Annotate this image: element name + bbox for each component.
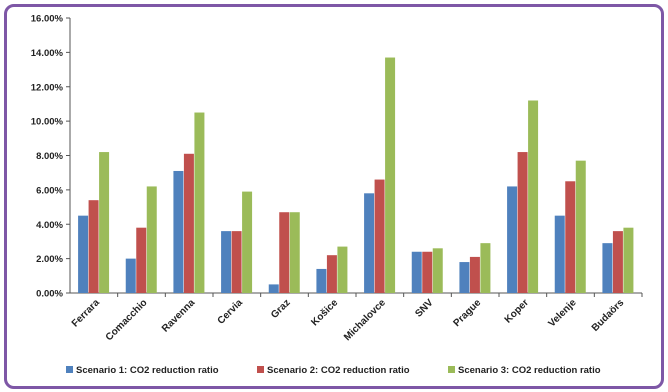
bar bbox=[565, 181, 576, 293]
y-tick-label: 8.00% bbox=[36, 151, 63, 162]
bar bbox=[289, 212, 300, 293]
legend-label: Scenario 2: CO2 reduction ratio bbox=[267, 365, 410, 376]
bar bbox=[507, 186, 518, 293]
bar bbox=[364, 193, 375, 293]
bar bbox=[268, 284, 279, 293]
y-tick-label: 16.00% bbox=[31, 14, 64, 25]
bar bbox=[623, 227, 634, 293]
legend-swatch bbox=[66, 366, 73, 373]
bar bbox=[528, 100, 539, 293]
bar bbox=[194, 112, 205, 293]
y-tick-label: 12.00% bbox=[31, 82, 64, 93]
chart-frame bbox=[4, 4, 664, 389]
x-tick-label: Cervia bbox=[216, 297, 246, 327]
x-tick-label: Košice bbox=[309, 297, 340, 328]
y-tick-label: 10.00% bbox=[31, 117, 64, 128]
bar bbox=[231, 231, 242, 293]
legend-swatch bbox=[448, 366, 455, 373]
bar bbox=[326, 255, 337, 293]
bar bbox=[146, 186, 157, 293]
bar bbox=[432, 248, 443, 293]
y-tick-label: 2.00% bbox=[36, 254, 63, 265]
x-tick-label: Ferrara bbox=[70, 297, 102, 329]
legend-label: Scenario 3: CO2 reduction ratio bbox=[458, 365, 601, 376]
bar bbox=[374, 179, 385, 293]
legend-label: Scenario 1: CO2 reduction ratio bbox=[76, 365, 219, 376]
y-tick-label: 6.00% bbox=[36, 185, 63, 196]
x-tick-label: Koper bbox=[503, 297, 531, 325]
y-tick-label: 4.00% bbox=[36, 220, 63, 231]
bar bbox=[517, 152, 528, 293]
bar bbox=[183, 153, 194, 293]
x-tick-label: Ravenna bbox=[160, 297, 198, 335]
x-tick-label: Michalovce bbox=[342, 297, 388, 343]
bar bbox=[422, 251, 433, 293]
bar bbox=[279, 212, 290, 293]
bar bbox=[469, 256, 480, 293]
x-tick-label: Graz bbox=[269, 297, 293, 321]
bar bbox=[221, 231, 232, 293]
bar bbox=[136, 227, 147, 293]
bar bbox=[78, 215, 89, 293]
bar bbox=[173, 170, 184, 293]
bar bbox=[316, 268, 327, 293]
bar bbox=[242, 191, 253, 293]
y-tick-label: 0.00% bbox=[36, 289, 63, 300]
bar bbox=[480, 243, 491, 293]
y-tick-label: 14.00% bbox=[31, 48, 64, 59]
x-tick-label: SNV bbox=[413, 297, 436, 320]
bar bbox=[337, 246, 348, 293]
legend-swatch bbox=[257, 366, 264, 373]
bar bbox=[554, 215, 565, 293]
x-tick-label: Budaörs bbox=[590, 297, 627, 334]
bar bbox=[575, 160, 586, 293]
bar bbox=[602, 243, 613, 293]
x-tick-label: Prague bbox=[452, 297, 484, 329]
bar bbox=[385, 57, 396, 293]
bar bbox=[411, 251, 422, 293]
bar bbox=[99, 152, 110, 293]
bar bbox=[612, 231, 623, 293]
x-tick-label: Comacchio bbox=[104, 297, 150, 343]
x-tick-label: Velenje bbox=[546, 297, 578, 329]
bar bbox=[88, 200, 99, 293]
bar bbox=[459, 262, 470, 293]
bar bbox=[125, 258, 136, 293]
